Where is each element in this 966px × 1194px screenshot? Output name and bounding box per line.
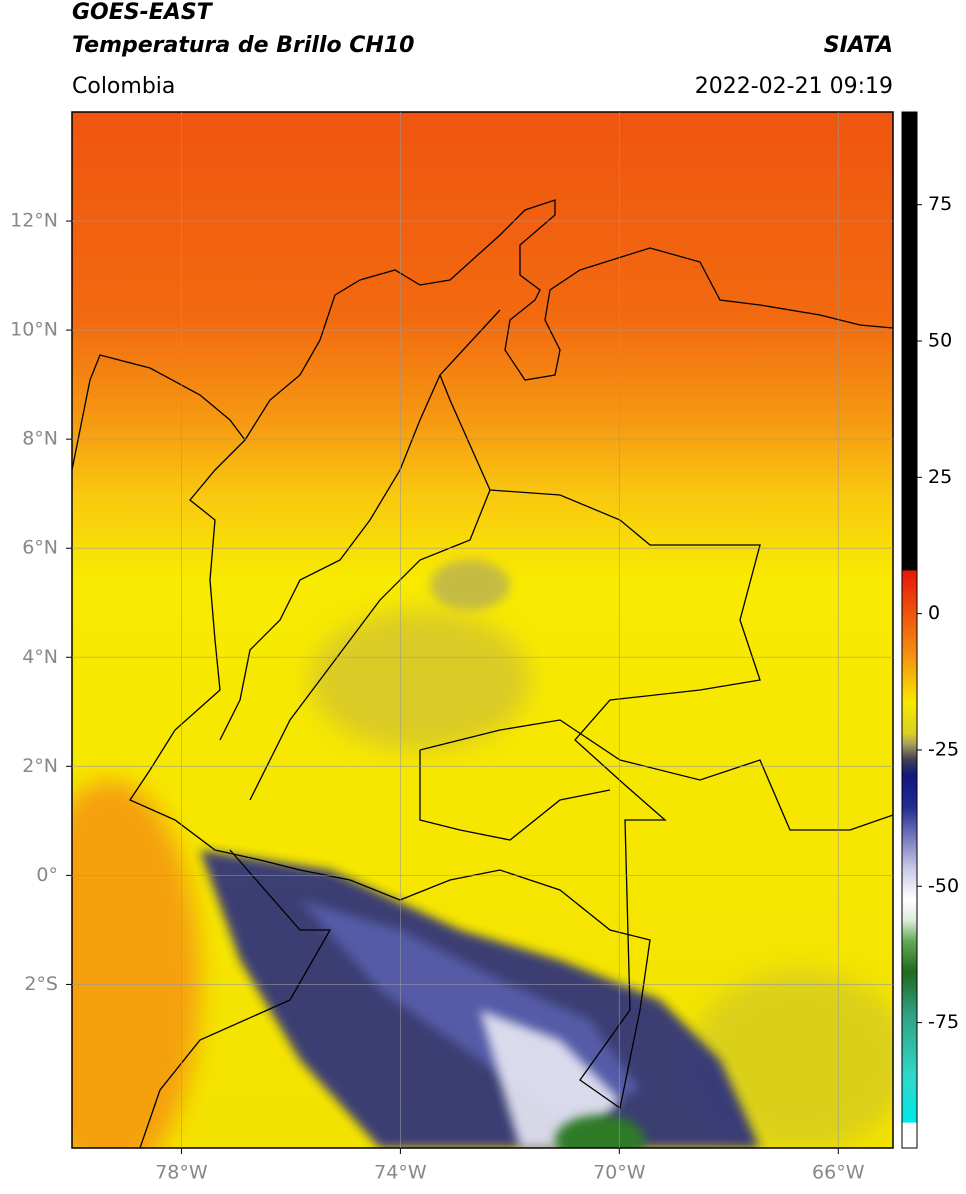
colorbar-tick-label: -50	[928, 875, 959, 897]
y-tick-label: 10°N	[10, 319, 58, 341]
y-tick-label: 2°N	[22, 755, 58, 777]
x-tick-label: 78°W	[155, 1162, 208, 1184]
subtitle: Temperatura de Brillo CH10	[72, 33, 414, 58]
y-tick-label: 6°N	[22, 537, 58, 559]
y-tick-label: 4°N	[22, 646, 58, 668]
y-tick-label: 12°N	[10, 210, 58, 232]
y-tick-label: 2°S	[24, 973, 58, 995]
y-tick-label: 8°N	[22, 428, 58, 450]
colorbar-tick-label: -75	[928, 1011, 959, 1033]
satellite-image	[72, 112, 893, 1148]
borders	[72, 199, 893, 1148]
datetime: 2022-02-21 09:19	[695, 74, 893, 99]
x-tick-label: 74°W	[374, 1162, 427, 1184]
colorbar-tick-label: 50	[928, 330, 952, 352]
title: GOES-EAST	[72, 0, 214, 25]
x-tick-label: 70°W	[593, 1162, 646, 1184]
map-frame	[71, 111, 894, 1149]
colorbar-tick-label: 25	[928, 466, 952, 488]
colorbar-tick-label: 75	[928, 193, 952, 215]
y-tick-label: 0°	[36, 864, 58, 886]
source: SIATA	[824, 33, 893, 58]
x-tick-label: 66°W	[812, 1162, 865, 1184]
region: Colombia	[72, 74, 175, 99]
colorbar	[901, 111, 918, 1149]
colorbar-tick-label: 0	[928, 602, 940, 624]
colorbar-tick-label: -25	[928, 738, 959, 760]
